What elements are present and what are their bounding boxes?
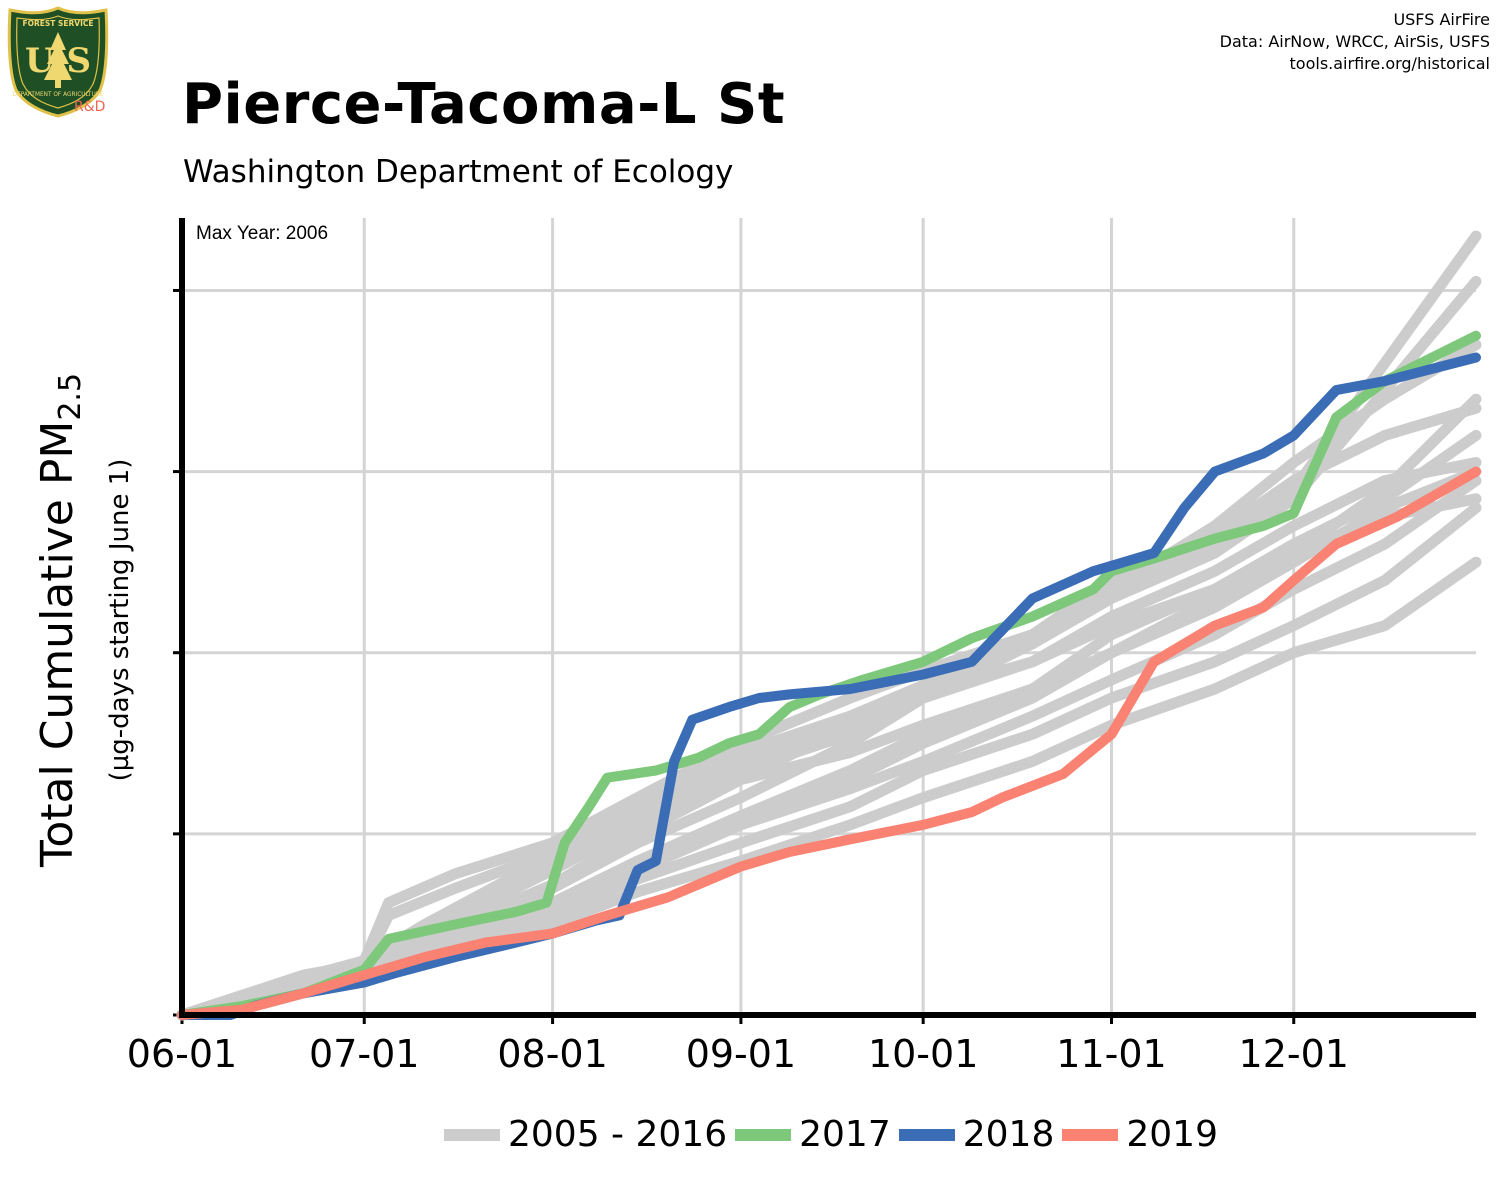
legend-label: 2005 - 2016 [508, 1114, 728, 1155]
legend: 2005 - 2016 2017 2018 2019 [444, 1114, 1218, 1155]
legend-label: 2017 [799, 1114, 891, 1155]
series-line-2018 [177, 352, 1481, 1020]
credit-line: Data: AirNow, WRCC, AirSis, USFS [1219, 32, 1490, 51]
x-tick-label: 08-01 [497, 1032, 607, 1076]
x-tick-label: 07-01 [309, 1032, 419, 1076]
series-line-2019 [177, 466, 1481, 1020]
legend-item: 2018 [898, 1114, 1055, 1155]
max-year-annotation: Max Year: 2006 [196, 223, 328, 244]
credits: USFS AirFire Data: AirNow, WRCC, AirSis,… [1220, 9, 1490, 75]
legend-swatch [898, 1128, 955, 1141]
legend-label: 2019 [1126, 1114, 1218, 1155]
usfs-shield-logo: FOREST SERVICE U S DEPARTMENT OF AGRICUL… [7, 6, 109, 118]
credit-line: USFS AirFire [1393, 10, 1490, 29]
x-tick-label: 06-01 [127, 1032, 237, 1076]
page-title: Pierce-Tacoma-L St [182, 72, 786, 137]
tree-icon [44, 32, 72, 88]
x-tick-label: 12-01 [1239, 1032, 1349, 1076]
x-tick-label: 10-01 [868, 1032, 978, 1076]
legend-item: 2017 [735, 1114, 891, 1155]
legend-swatch [444, 1128, 500, 1141]
legend-item: 2019 [1062, 1114, 1218, 1155]
logo-bottom-text: DEPARTMENT OF AGRICULTURE [13, 92, 104, 98]
series-line-2007 [176, 275, 1482, 1021]
legend-swatch [735, 1128, 792, 1141]
logo-top-text: FOREST SERVICE [22, 19, 93, 28]
rd-label: R&D [74, 99, 106, 115]
x-tick-label: 09-01 [686, 1032, 796, 1076]
series-line-2017 [177, 330, 1481, 1020]
page-subtitle: Washington Department of Ecology [183, 154, 734, 190]
legend-item: 2005 - 2016 [444, 1114, 727, 1155]
legend-label: 2018 [962, 1114, 1055, 1155]
x-tick-label: 11-01 [1056, 1032, 1166, 1076]
credit-line: tools.airfire.org/historical [1289, 54, 1490, 73]
legend-swatch [1062, 1128, 1119, 1141]
